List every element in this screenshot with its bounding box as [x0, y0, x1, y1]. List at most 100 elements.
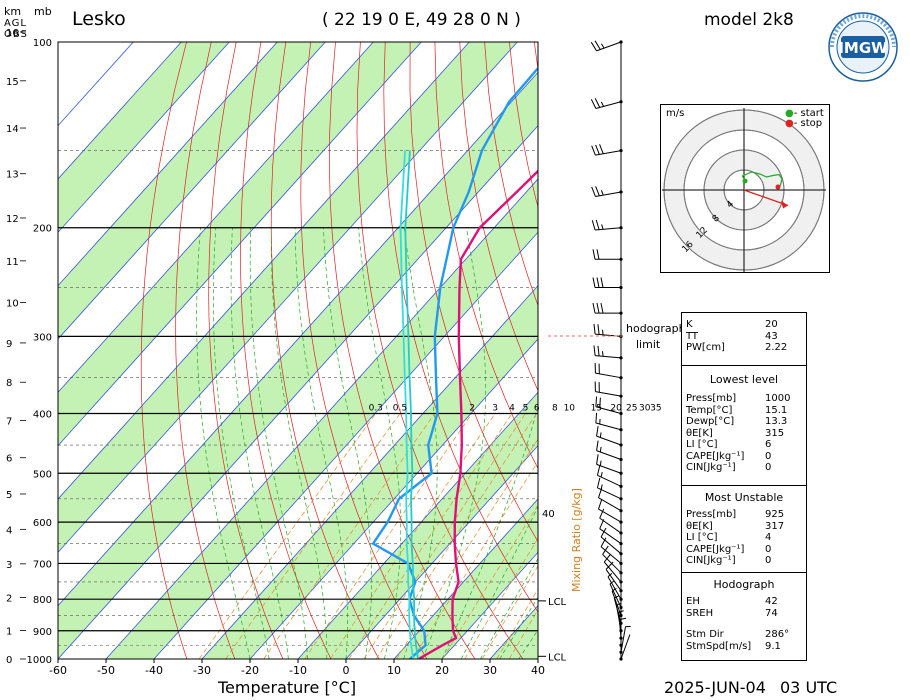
isotherm [441, 551, 538, 659]
isotherm [297, 391, 538, 659]
index-row: SREH 74 [686, 608, 802, 620]
index-row: TT 43 [686, 331, 802, 343]
isotherm [58, 42, 518, 553]
mixing-ratio-tick-label: 0.3 [369, 403, 383, 413]
wind-barb [593, 345, 622, 359]
height-tick-label: 16 [6, 28, 19, 39]
profile-dewpoint [371, 66, 538, 659]
pressure-tick-label: 600 [33, 518, 52, 529]
height-tick-label: 1 [6, 626, 12, 637]
station-title: Lesko [72, 8, 126, 30]
wind-barb [620, 625, 631, 653]
index-value: 13.3 [765, 416, 788, 427]
index-row: PW[cm] 2.22 [686, 342, 802, 354]
hodograph-index-title: Hodograph [713, 578, 775, 591]
pressure-tick-label: 400 [33, 409, 52, 420]
mixing-ratio-tick-label: 6 [534, 403, 540, 413]
index-label: Press[mb] [686, 393, 737, 404]
height-tick-label: 12 [6, 214, 19, 225]
mixing-ratio-tick-label: 5 [523, 403, 529, 413]
hodograph-start-point [742, 178, 748, 184]
hodograph-units: m/s [666, 108, 685, 119]
isotherm [58, 42, 278, 287]
moist-adiabat [294, 227, 348, 659]
index-value: 15.1 [765, 404, 788, 416]
index-row: Stm Dir 286° [686, 629, 802, 641]
wind-barb [594, 362, 622, 379]
mixing-ratio-tick-label: 30 [639, 403, 651, 413]
hodograph-limit-label-1: hodograph [626, 322, 686, 335]
hodograph-ring-label: 8 [711, 213, 722, 224]
pressure-tick-label: 500 [33, 469, 52, 480]
lowest-level-title: Lowest level [709, 373, 779, 386]
hodograph-panel: 4 8 12 16 m/s ●- start ●- stop [660, 104, 830, 273]
right-axis-marker: 40 [542, 509, 555, 520]
hodograph-legend-stop: ●- stop [785, 118, 823, 129]
isotherm [345, 445, 538, 659]
index-row: CAPE[Jkg⁻¹] 0 [686, 451, 802, 463]
index-row: CIN[Jkg⁻¹] 0 [686, 555, 802, 567]
mixing-ratio-tick-label: 8 [552, 403, 558, 413]
mixing-ratio-tick-label: 4 [509, 403, 515, 413]
isotherm [249, 338, 538, 659]
index-value: 42 [765, 596, 778, 607]
wind-barb [609, 580, 622, 608]
pressure-tick-label: 1000 [27, 655, 52, 666]
wind-level-dot [619, 149, 623, 153]
index-row: EH 42 [686, 596, 802, 608]
moist-adiabat [323, 227, 373, 659]
index-row: LI [°C] 6 [686, 439, 802, 451]
wind-barb [605, 561, 622, 591]
moist-adiabat [249, 227, 308, 659]
index-row: Press[mb] 1000 [686, 393, 802, 405]
height-tick-label: 10 [6, 298, 19, 309]
index-row: StmSpd[m/s] 9.1 [686, 641, 802, 653]
wind-barb [607, 572, 622, 600]
temperature-tick-label: 30 [483, 664, 497, 677]
index-label: Temp[°C] [686, 404, 733, 416]
indices-panel: K 20 TT 43 PW[cm] 2.22 Lowest level Press[mb]… [681, 312, 807, 661]
lcl-label: LCL [548, 597, 567, 608]
index-row: K 20 [686, 319, 802, 331]
wind-barb [594, 381, 622, 397]
temperature-tick-label: -20 [241, 664, 259, 677]
index-value: 4 [765, 532, 772, 543]
temperature-tick-label: 40 [531, 664, 545, 677]
isotherm [58, 42, 470, 500]
index-value: 315 [765, 427, 785, 439]
index-row: θE[K] 317 [686, 521, 802, 533]
footer-time: 03 UTC [780, 678, 838, 697]
mixing-ratio-tick-label: 0.5 [393, 403, 407, 413]
moist-adiabat [422, 227, 487, 659]
isotherm [58, 42, 374, 393]
hodograph-indices: EH 42 SREH 74 [686, 596, 802, 619]
wind-barb [620, 617, 627, 646]
index-value: 6 [765, 439, 772, 450]
agl-label: AGL [4, 18, 27, 29]
wind-barb [596, 440, 622, 460]
index-row: Dewp[°C] 13.3 [686, 416, 802, 428]
index-row: θE[K] 315 [686, 428, 802, 440]
storm-motion-arrowhead [781, 200, 788, 209]
index-label: CIN[Jkg⁻¹] [686, 555, 736, 566]
hodograph-trace [741, 171, 783, 188]
index-value: 0 [765, 543, 772, 555]
pressure-tick-label: 300 [33, 332, 52, 343]
temperature-tick-label: -50 [97, 664, 115, 677]
height-tick-label: 5 [6, 490, 12, 501]
km-unit-label: km [4, 5, 22, 18]
wind-barb [590, 98, 622, 110]
wind-barb [590, 40, 622, 52]
lcl-label: LCL [548, 652, 567, 663]
height-tick-label: 2 [6, 594, 12, 605]
temperature-tick-label: -10 [289, 664, 307, 677]
height-tick-label: 11 [6, 257, 19, 268]
index-label: CIN[Jkg⁻¹] [686, 462, 736, 473]
isotherm [393, 498, 538, 659]
index-label: CAPE[Jkg⁻¹] [686, 450, 745, 462]
isotherm [201, 285, 538, 659]
wind-barb [591, 186, 622, 197]
wind-level-dot [619, 190, 623, 194]
height-tick-label: 14 [6, 124, 19, 135]
